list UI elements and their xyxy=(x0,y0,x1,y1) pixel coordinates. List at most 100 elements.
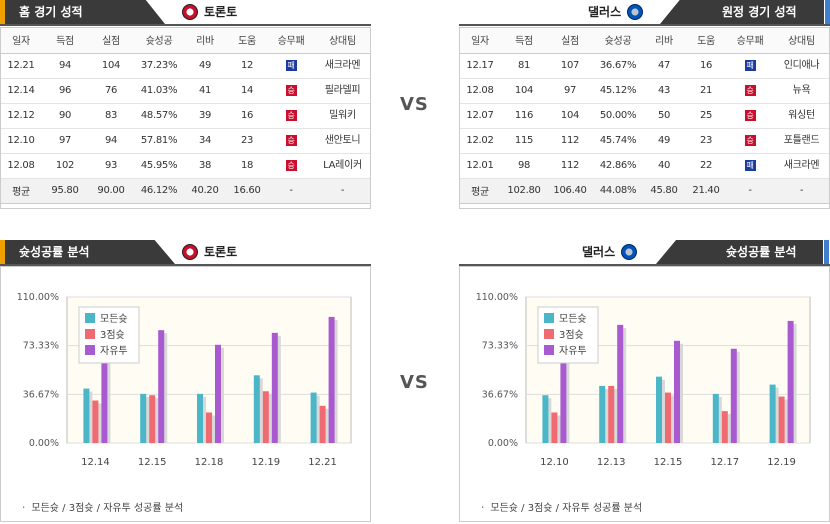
column-header: 실점 xyxy=(88,27,134,54)
y-tick-label: 73.33% xyxy=(482,341,518,352)
opponent-cell: 샌안토니 xyxy=(314,128,371,154)
ast-cell: 12 xyxy=(226,53,268,79)
away-chart-title: 슛성공률 분석 xyxy=(656,240,823,264)
opponent-cell: 포틀랜드 xyxy=(773,128,830,154)
bar xyxy=(92,400,99,443)
bar xyxy=(560,359,567,443)
fg-cell: 50.00% xyxy=(593,103,643,129)
home-chart-footnote: ㆍ 모든슛 / 3점슛 / 자유투 성공률 분석 xyxy=(19,503,184,514)
table-row: 12.02 115 112 45.74% 49 23 승 포틀랜드 xyxy=(459,128,830,154)
ast-cell: 25 xyxy=(685,103,727,129)
raptors-logo-icon xyxy=(182,4,198,20)
date-cell: 12.10 xyxy=(0,128,42,154)
fg-cell: 48.57% xyxy=(134,103,184,129)
y-tick-label: 36.67% xyxy=(23,389,59,400)
away-chart-panel: 110.00% 73.33% 36.67% 0.00% 12.10 12.13 12.15 1… xyxy=(459,266,830,522)
opp_pts-cell: 104 xyxy=(88,53,134,79)
average-row: 평균 95.80 90.00 46.12% 40.20 16.60- - xyxy=(0,178,371,204)
opp_pts-cell: 76 xyxy=(88,78,134,104)
pts-cell: 97 xyxy=(42,128,88,154)
raptors-logo-icon xyxy=(182,244,198,260)
opp_pts-cell: 104 xyxy=(547,103,593,129)
bar-shadow xyxy=(620,327,627,443)
opp_pts-cell: 93 xyxy=(88,153,134,179)
legend-label: 3점슛 xyxy=(100,329,125,341)
pts-cell: 102 xyxy=(42,153,88,179)
column-header: 실점 xyxy=(547,27,593,54)
x-tick-label: 12.15 xyxy=(138,457,167,468)
x-tick-label: 12.10 xyxy=(540,457,569,468)
mavericks-logo-icon xyxy=(621,244,638,260)
pts-cell: 94 xyxy=(42,53,88,79)
result-cell: 승 xyxy=(727,128,773,154)
table-row: 12.10 97 94 57.81% 34 23 승 샌안토니 xyxy=(0,128,371,154)
opp_pts-cell: 83 xyxy=(88,103,134,129)
bar xyxy=(674,340,680,443)
legend-swatch xyxy=(85,313,95,323)
legend-swatch xyxy=(544,329,554,339)
away-chart-team-name: 댈러스 xyxy=(582,245,616,259)
bar xyxy=(271,332,278,443)
table-row: 12.21 94 104 37.23% 49 12 패 새크라멘 xyxy=(0,53,371,79)
home-chart-tab[interactable]: 슛성공률 분석 xyxy=(0,240,180,264)
date-cell: 12.08 xyxy=(0,153,42,179)
reb-cell: 38 xyxy=(184,153,226,179)
home-chart-accent-bar xyxy=(0,240,5,264)
legend-swatch xyxy=(544,313,554,323)
table-row: 12.07 116 104 50.00% 50 25 승 워싱턴 xyxy=(459,103,830,129)
y-tick-label: 110.00% xyxy=(17,292,59,303)
bar xyxy=(158,330,165,443)
bar xyxy=(101,354,108,443)
opp_pts-cell: 97 xyxy=(547,78,593,104)
pts-cell: 96 xyxy=(42,78,88,104)
fg-cell: 42.86% xyxy=(593,153,643,179)
away-record-title: 원정 경기 성적 xyxy=(660,0,824,24)
bar xyxy=(778,396,785,443)
bar xyxy=(730,348,737,443)
bar xyxy=(721,411,728,443)
ast-cell: 16 xyxy=(685,53,727,79)
column-header: 슛성공 xyxy=(134,27,184,54)
bar xyxy=(712,393,719,443)
away-record-tab[interactable]: 원정 경기 성적 xyxy=(660,0,830,24)
home-record-tab[interactable]: 홈 경기 성적 xyxy=(0,0,180,24)
date-cell: 12.12 xyxy=(0,103,42,129)
bar xyxy=(656,376,662,443)
legend-swatch xyxy=(544,345,554,355)
reb-cell: 47 xyxy=(643,53,685,79)
away-team-label: 댈러스 xyxy=(588,0,644,24)
avg-ast-cell: 16.60 xyxy=(226,178,268,204)
home-table-border xyxy=(0,27,371,209)
bar xyxy=(262,391,269,443)
legend-swatch xyxy=(85,345,95,355)
table-row: 12.14 96 76 41.03% 41 14 승 필라델피 xyxy=(0,78,371,104)
opponent-cell: 뉴욕 xyxy=(773,78,830,104)
away-table-border xyxy=(459,27,830,209)
legend-label: 자유투 xyxy=(559,345,587,357)
bar xyxy=(787,320,794,443)
fg-cell: 45.12% xyxy=(593,78,643,104)
x-tick-label: 12.14 xyxy=(81,457,110,468)
away-shooting-chart: 110.00% 73.33% 36.67% 0.00% 12.10 12.13 12.15 1… xyxy=(476,292,811,468)
win-badge: 승 xyxy=(744,85,756,96)
win-badge: 승 xyxy=(285,85,297,96)
reb-cell: 49 xyxy=(184,53,226,79)
ast-cell: 14 xyxy=(226,78,268,104)
y-tick-label: 36.67% xyxy=(482,389,518,400)
bar xyxy=(328,316,335,443)
away-stats-table: 일자 득점 실점 슛성공 리바 도움 승무패 상대팀 12.17 81 107 36.67% 47 16… xyxy=(459,27,830,204)
avg-opp_pts-cell: 90.00 xyxy=(88,178,134,204)
bar xyxy=(310,392,317,443)
win-badge: 승 xyxy=(744,110,756,121)
bar xyxy=(253,375,260,443)
away-chart-tab[interactable]: 슛성공률 분석 xyxy=(656,240,830,264)
legend-label: 자유투 xyxy=(100,345,128,357)
fg-cell: 36.67% xyxy=(593,53,643,79)
bar xyxy=(551,412,558,443)
y-tick-label: 73.33% xyxy=(23,341,59,352)
column-header: 득점 xyxy=(42,27,88,54)
average-row: 평균 102.80 106.40 44.08% 45.80 21.40- - xyxy=(459,178,830,204)
home-shooting-chart: 110.00% 73.33% 36.67% 0.00% 12.14 12.15 12.18 1… xyxy=(17,292,352,468)
opponent-cell: 워싱턴 xyxy=(773,103,830,129)
win-badge: 승 xyxy=(285,110,297,121)
